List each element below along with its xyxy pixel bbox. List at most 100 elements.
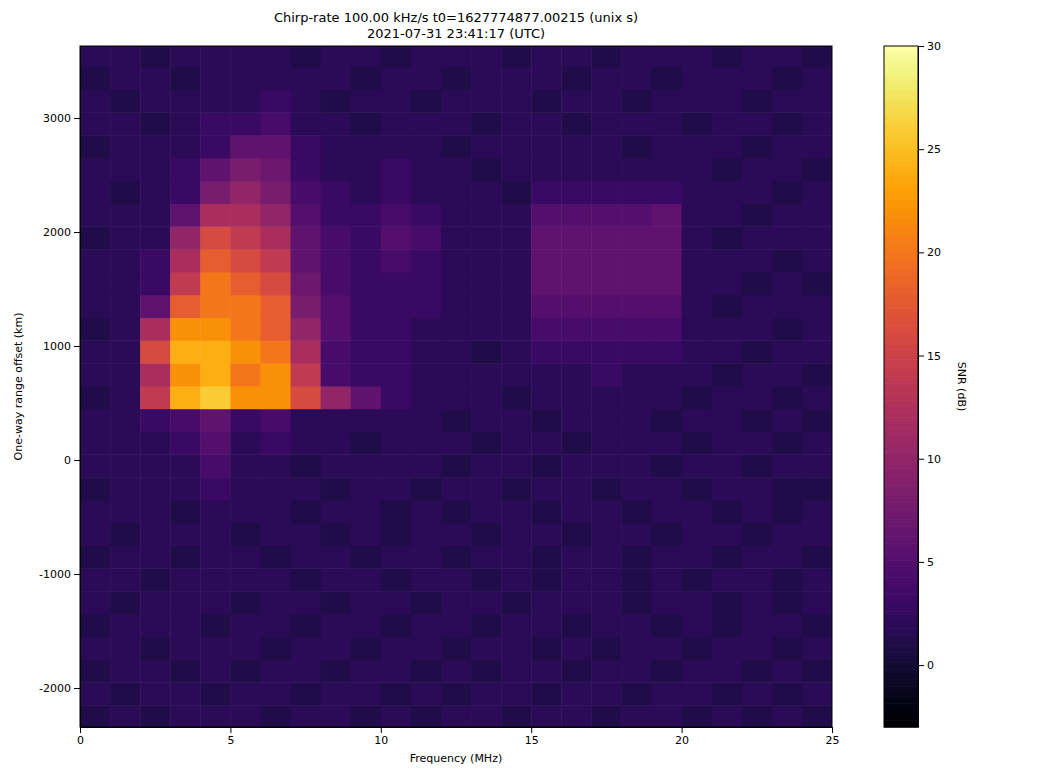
heatmap-cell	[621, 135, 652, 158]
colorbar-step	[884, 383, 918, 387]
heatmap-cell	[291, 705, 322, 727]
heatmap-cell	[621, 90, 652, 113]
heatmap-cell	[200, 204, 231, 227]
heatmap-cell	[621, 181, 652, 204]
heatmap-cell	[260, 568, 291, 591]
heatmap-cell	[441, 181, 472, 204]
heatmap-cell	[561, 500, 592, 523]
colorbar-step	[884, 220, 918, 224]
heatmap-cell	[561, 660, 592, 683]
heatmap-cell	[321, 158, 352, 181]
heatmap-cell	[772, 477, 803, 500]
heatmap-cell	[772, 318, 803, 341]
heatmap-cell	[230, 135, 261, 158]
heatmap-cell	[471, 226, 502, 249]
heatmap-cell	[621, 409, 652, 432]
heatmap-cell	[501, 249, 532, 272]
heatmap-cell	[411, 90, 442, 113]
heatmap-cell	[381, 295, 412, 318]
colorbar-step	[884, 397, 918, 401]
tick-mark	[74, 346, 80, 347]
heatmap-cell	[351, 67, 382, 90]
heatmap-cell	[260, 112, 291, 135]
heatmap-cell	[140, 500, 171, 523]
heatmap-cell	[802, 591, 832, 614]
heatmap-cell	[652, 500, 683, 523]
colorbar-step	[884, 489, 918, 493]
heatmap-cell	[230, 477, 261, 500]
heatmap-cell	[742, 568, 773, 591]
colorbar-step	[884, 141, 918, 145]
heatmap-cell	[682, 500, 713, 523]
heatmap-cell	[170, 249, 201, 272]
heatmap-cell	[471, 181, 502, 204]
colorbar-step	[884, 121, 918, 125]
heatmap-cell	[411, 500, 442, 523]
heatmap-cell	[260, 705, 291, 727]
heatmap-cell	[471, 135, 502, 158]
heatmap-cell	[531, 409, 562, 432]
colorbar-step	[884, 560, 918, 564]
colorbar-step	[884, 100, 918, 104]
heatmap-cell	[411, 181, 442, 204]
heatmap-cell	[321, 318, 352, 341]
heatmap-cell	[230, 226, 261, 249]
colorbar-step	[884, 679, 918, 683]
heatmap-cell	[742, 523, 773, 546]
colorbar-step	[884, 696, 918, 700]
heatmap-cell	[802, 432, 832, 455]
heatmap-cell	[501, 637, 532, 660]
heatmap-cell	[140, 90, 171, 113]
colorbar-step	[884, 574, 918, 578]
heatmap-cell	[561, 614, 592, 637]
heatmap-cell	[802, 272, 832, 295]
colorbar-step	[884, 649, 918, 653]
colorbar-step	[884, 380, 918, 384]
tick: 5	[227, 727, 234, 747]
x-axis: 0510152025	[77, 727, 840, 747]
heatmap-cell	[351, 340, 382, 363]
heatmap-cell	[652, 204, 683, 227]
heatmap-cell	[621, 226, 652, 249]
colorbar-step	[884, 581, 918, 585]
heatmap-cell	[230, 249, 261, 272]
heatmap-cell	[621, 705, 652, 727]
heatmap-cell	[621, 272, 652, 295]
colorbar-step	[884, 169, 918, 173]
colorbar-step	[884, 267, 918, 271]
heatmap-cell	[441, 249, 472, 272]
colorbar-step	[884, 339, 918, 343]
heatmap-cell	[260, 614, 291, 637]
colorbar	[884, 46, 918, 728]
heatmap-cell	[411, 272, 442, 295]
heatmap-cell	[230, 409, 261, 432]
heatmap-cell	[441, 409, 472, 432]
colorbar-step	[884, 284, 918, 288]
heatmap-cell	[621, 386, 652, 409]
heatmap-cell	[260, 523, 291, 546]
heatmap-cell	[381, 226, 412, 249]
colorbar-step	[884, 431, 918, 435]
heatmap-cell	[80, 523, 111, 546]
heatmap-cell	[351, 660, 382, 683]
colorbar-step	[884, 564, 918, 568]
heatmap-cell	[200, 226, 231, 249]
heatmap-cell	[561, 546, 592, 569]
colorbar-step	[884, 66, 918, 70]
heatmap-cell	[291, 46, 322, 67]
heatmap-cell	[140, 386, 171, 409]
heatmap-cell	[321, 340, 352, 363]
tick: 20	[918, 246, 941, 259]
heatmap-cell	[802, 181, 832, 204]
title: Chirp-rate 100.00 kHz/s t0=1627774877.00…	[274, 10, 638, 25]
heatmap-cell	[531, 500, 562, 523]
heatmap-cell	[712, 454, 743, 477]
heatmap-cell	[772, 135, 803, 158]
heatmap-cell	[802, 90, 832, 113]
heatmap-cell	[321, 660, 352, 683]
heatmap-cell	[591, 705, 622, 727]
heatmap-cell	[291, 523, 322, 546]
tick: 0	[918, 659, 934, 672]
colorbar-step	[884, 243, 918, 247]
colorbar-step	[884, 475, 918, 479]
